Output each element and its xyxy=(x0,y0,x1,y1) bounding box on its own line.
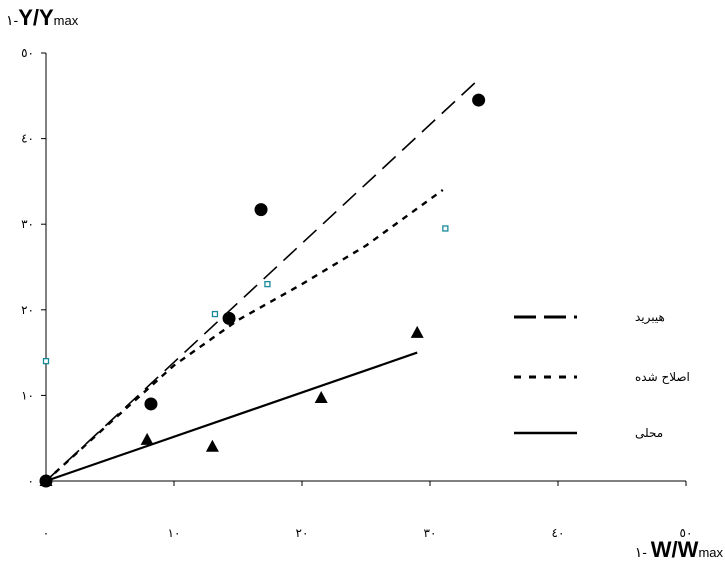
x-tick-label: ٢٠ xyxy=(296,526,309,540)
data-point xyxy=(264,280,271,288)
data-point xyxy=(144,397,158,411)
x-axis-label-subscript: max xyxy=(698,545,723,560)
x-axis-label-prefix: ١- xyxy=(634,544,651,560)
data-points xyxy=(39,93,486,488)
y-axis-label: ١-Y/Ymax xyxy=(6,6,78,33)
y-tick-label: ٢٠ xyxy=(21,303,34,317)
trend-line xyxy=(45,188,444,482)
legend-label: محلی xyxy=(635,426,663,440)
data-point xyxy=(410,325,424,338)
y-tick-label: ٥٠ xyxy=(21,46,34,60)
x-tick-label: ١٠ xyxy=(168,526,181,540)
data-point xyxy=(140,432,154,445)
y-tick-label: ١٠ xyxy=(21,388,34,402)
y-tick-label: ٠ xyxy=(28,474,34,488)
data-point xyxy=(254,203,268,217)
data-point xyxy=(442,225,449,232)
x-axis-label-ratio: W/W xyxy=(650,537,699,562)
y-axis-label-prefix: ١- xyxy=(6,12,19,28)
legend-label: هیبرید xyxy=(635,310,665,325)
x-tick-label: ٥٠ xyxy=(680,526,693,540)
data-point xyxy=(314,390,328,403)
data-point xyxy=(42,358,50,365)
x-tick-label: ٠ xyxy=(43,526,49,540)
legend: هیبرید اصلاح شده محلی xyxy=(514,310,690,440)
y-axis-label-ratio: Y/Y xyxy=(18,5,54,30)
data-point xyxy=(222,311,236,325)
axes: ٠ ١٠ ٢٠ ٣٠ ٤٠ ٥٠ ٠ ١٠ ٢٠ ٣٠ ٤٠ ٥٠ xyxy=(21,46,692,540)
data-point xyxy=(211,310,219,318)
y-tick-label: ٤٠ xyxy=(21,132,34,146)
x-tick-label: ٣٠ xyxy=(424,526,437,540)
trend-line xyxy=(45,351,418,483)
data-point xyxy=(472,93,486,107)
legend-label: اصلاح شده xyxy=(635,370,690,384)
x-tick-label: ٤٠ xyxy=(552,526,565,540)
y-axis-label-subscript: max xyxy=(53,13,79,28)
data-point xyxy=(205,439,219,452)
x-axis-label: ١- W/Wmax xyxy=(635,538,723,565)
y-tick-label: ٣٠ xyxy=(21,217,34,231)
data-point xyxy=(39,474,53,486)
trend-lines xyxy=(45,82,476,483)
